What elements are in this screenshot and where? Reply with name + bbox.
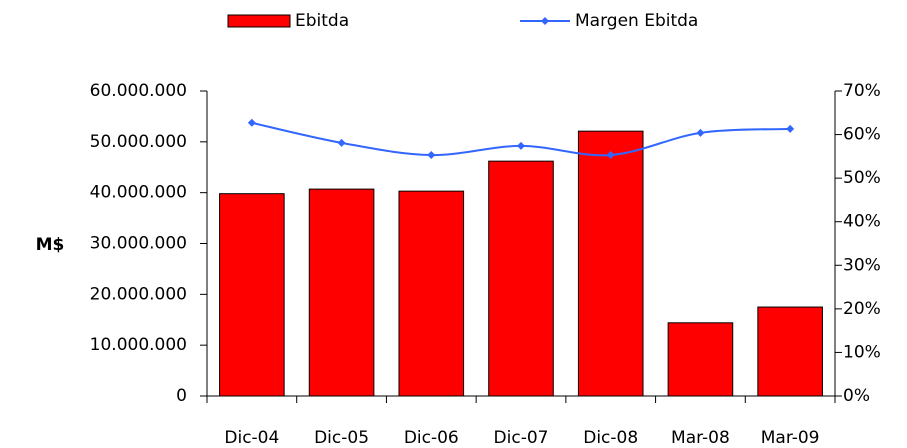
bar — [219, 193, 285, 397]
marker — [606, 151, 615, 160]
marker — [427, 151, 436, 160]
line — [251, 121, 791, 157]
x-tick-label: Dic-06 — [404, 428, 459, 448]
y2-tick-label: 10% — [843, 342, 881, 362]
bar — [398, 190, 465, 397]
x-tick-label: Dic-05 — [314, 428, 369, 448]
x-tick-label: Mar-09 — [761, 428, 820, 448]
y2-tick-label: 60% — [843, 125, 881, 145]
bar — [308, 188, 375, 397]
marker — [337, 138, 346, 147]
legend-label: Ebitda — [295, 11, 349, 31]
bar — [577, 130, 644, 397]
y-axis-label: M$ — [36, 235, 65, 255]
legend-label: Margen Ebitda — [575, 11, 698, 31]
y-tick-label: 50.000.000 — [90, 132, 187, 152]
marker — [696, 128, 705, 137]
x-tick-label: Dic-08 — [583, 428, 638, 448]
marker — [517, 141, 525, 150]
y-tick-label: 60.000.000 — [90, 81, 187, 101]
y2-tick-label: 50% — [843, 168, 881, 188]
bar — [757, 306, 823, 397]
y-tick-label: 30.000.000 — [90, 234, 187, 254]
y-tick-label: 0 — [176, 386, 187, 406]
legend-swatch — [227, 14, 291, 28]
x-tick-label: Dic-04 — [224, 428, 279, 448]
marker — [786, 124, 795, 133]
x-tick-label: Dic-07 — [494, 428, 549, 448]
y2-tick-label: 70% — [843, 81, 881, 101]
x-tick-label: Mar-08 — [671, 428, 730, 448]
y-tick-label: 10.000.000 — [90, 335, 187, 355]
y2-tick-label: 20% — [843, 299, 881, 319]
y2-tick-label: 0% — [843, 386, 870, 406]
bar — [667, 322, 734, 397]
y-tick-label: 20.000.000 — [90, 284, 187, 304]
bar — [488, 160, 554, 397]
legend-marker — [541, 17, 549, 25]
y-tick-label: 40.000.000 — [90, 183, 187, 203]
y2-tick-label: 40% — [843, 212, 881, 232]
marker — [247, 118, 256, 127]
y2-tick-label: 30% — [843, 255, 881, 275]
